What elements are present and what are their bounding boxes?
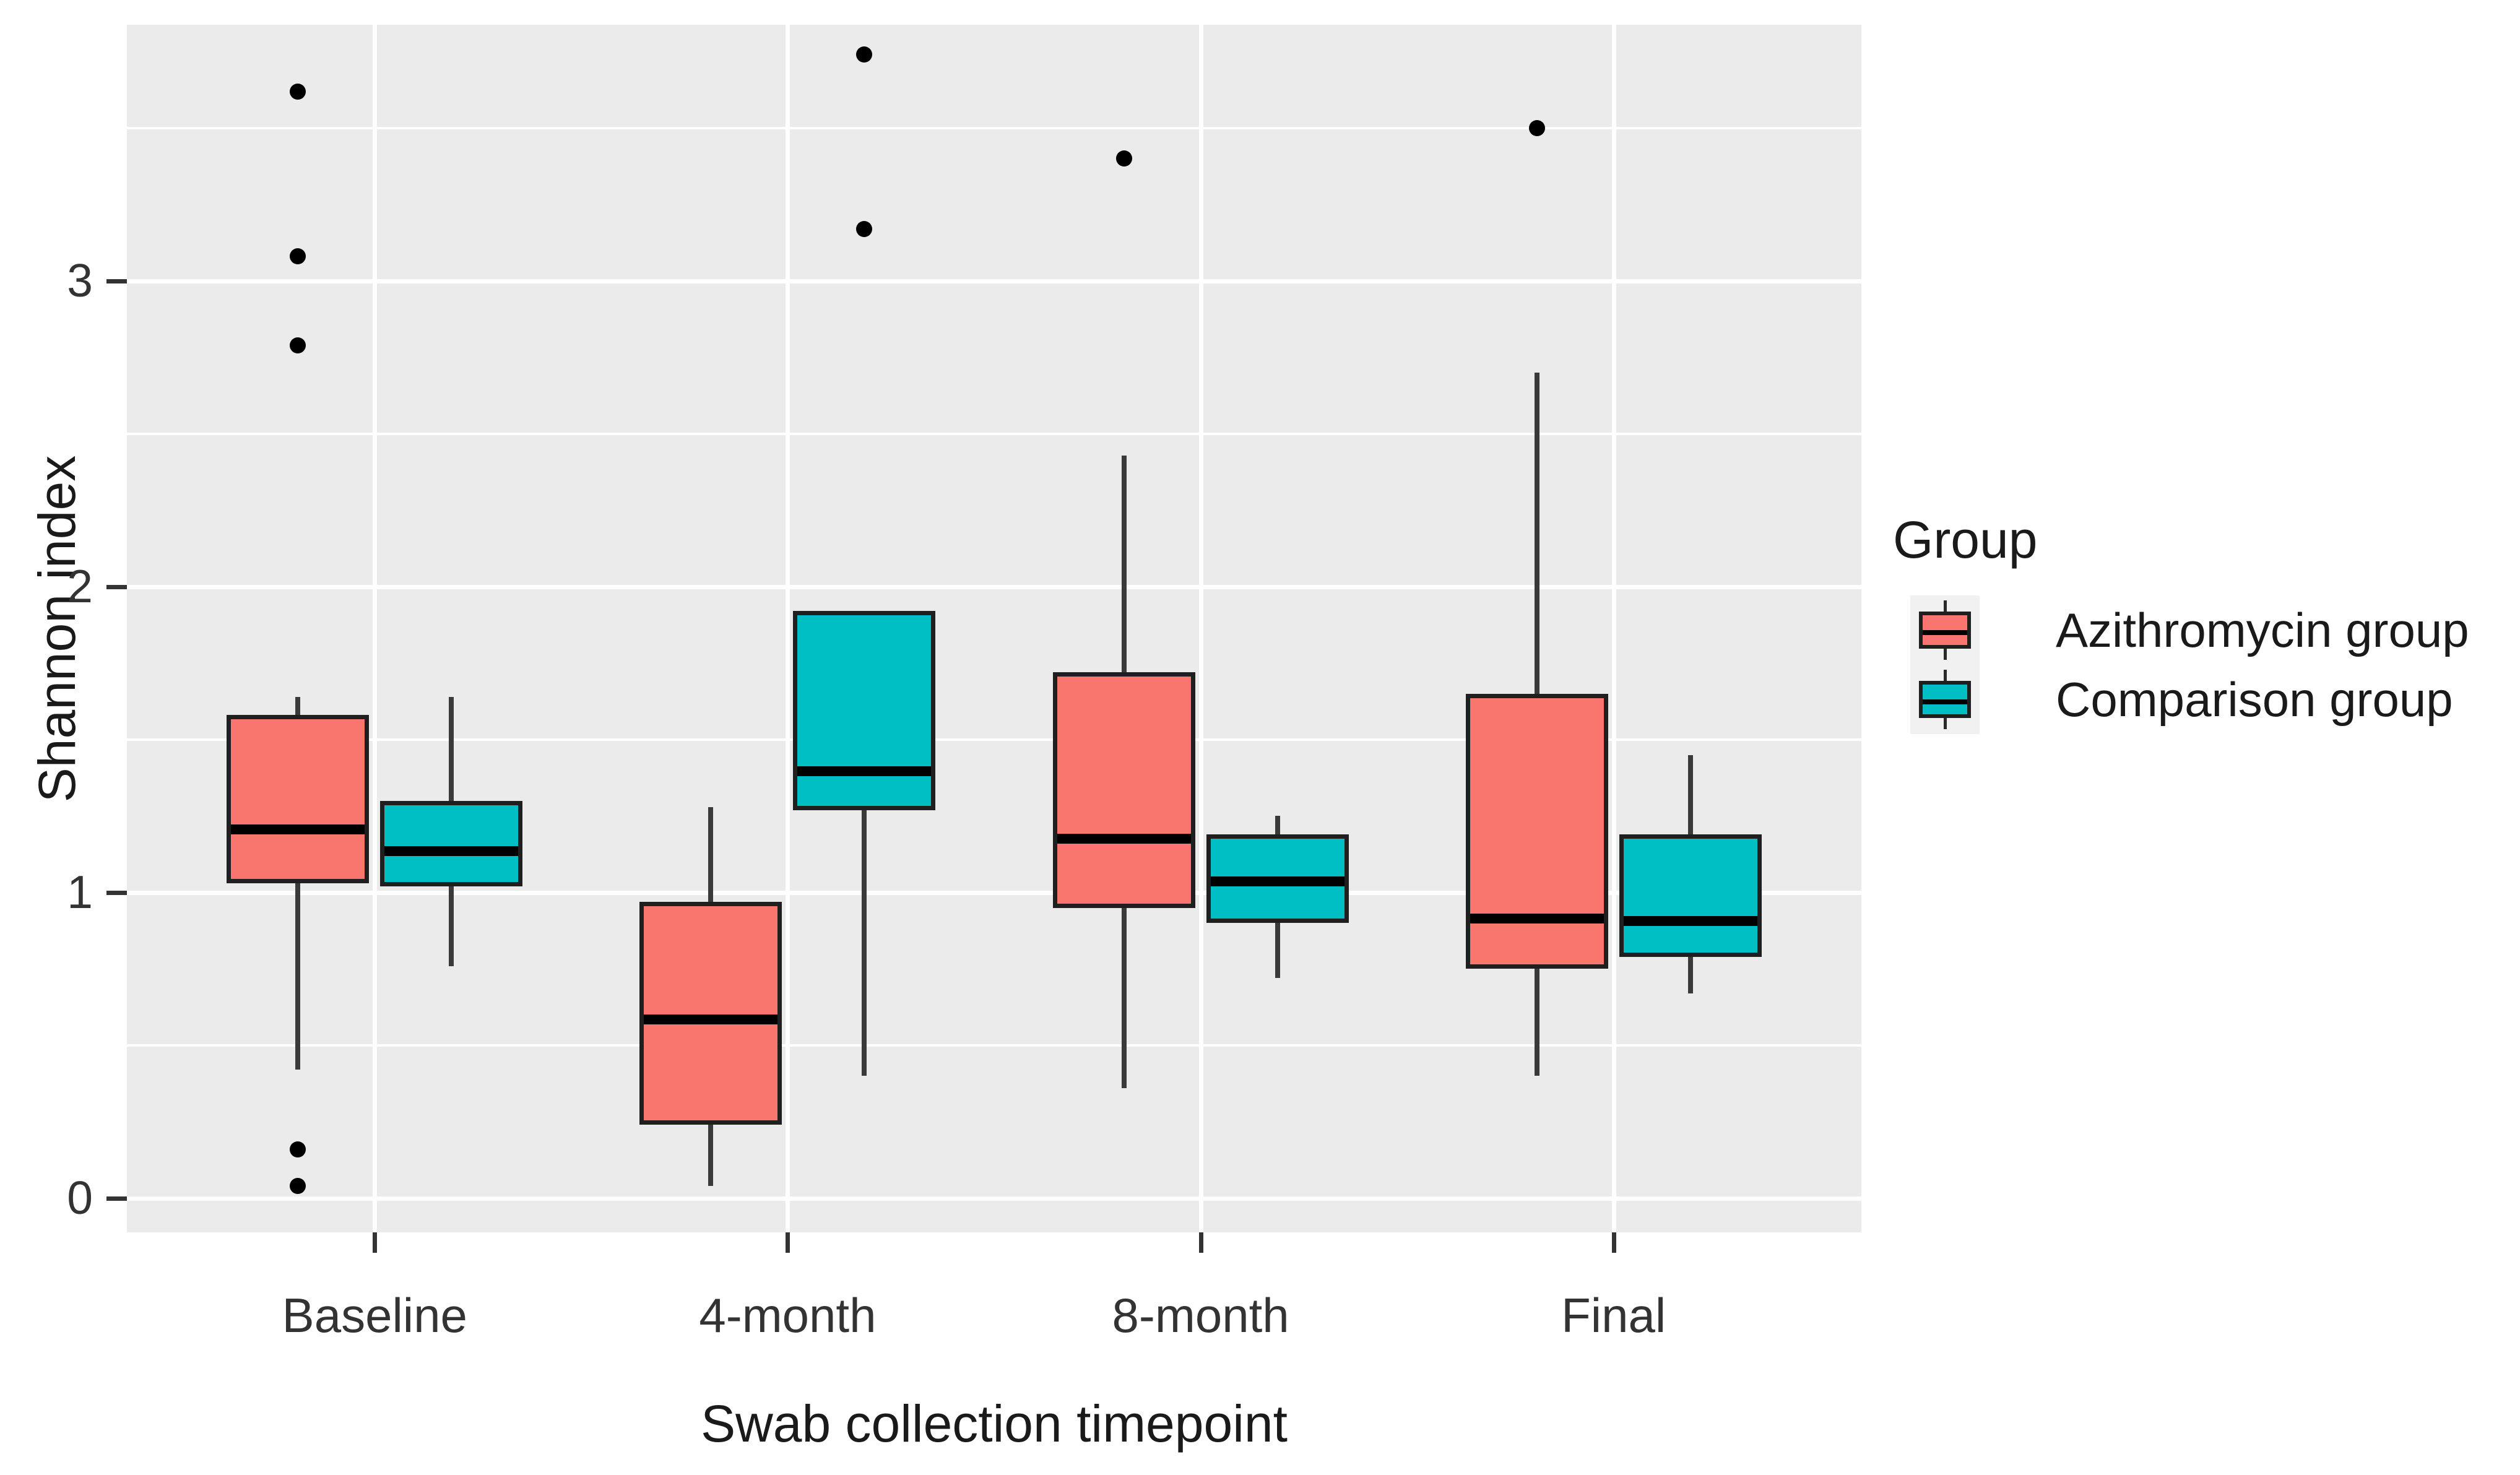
box-azithromycin-4-month: [639, 901, 782, 1125]
y-tick-label-3: 3: [67, 254, 93, 306]
outlier-azithromycin-baseline-3: [290, 1141, 306, 1157]
gridline-major-y-1: [127, 890, 1861, 895]
legend-title: Group: [1893, 511, 2038, 569]
x-axis-title: Swab collection timepoint: [701, 1395, 1288, 1453]
gridline-major-x-8-month: [1198, 25, 1203, 1232]
median-comparison-4-month: [797, 766, 932, 777]
legend: Group Azithromycin group Comparison grou…: [1893, 514, 2518, 805]
x-tick-label-4-month: 4-month: [699, 1288, 877, 1343]
box-comparison-4-month: [793, 611, 936, 810]
outlier-comparison-4-month-1: [856, 220, 873, 237]
x-tick-label-8-month: 8-month: [1112, 1288, 1289, 1343]
plot-panel: [127, 25, 1861, 1232]
box-comparison-8-month: [1206, 834, 1349, 923]
x-tick-Final: [1611, 1232, 1616, 1253]
legend-entry-comparison: Comparison group: [1910, 665, 2517, 734]
gridline-minor-y-3.5: [127, 126, 1861, 129]
y-tick-label-2: 2: [67, 560, 93, 612]
legend-label-azithromycin: Azithromycin group: [2056, 603, 2469, 657]
median-azithromycin-8-month: [1057, 834, 1191, 844]
x-tick-label-Final: Final: [1561, 1288, 1666, 1343]
boxplot-glyph-median: [1923, 699, 1967, 704]
median-azithromycin-4-month: [644, 1014, 778, 1024]
boxplot-glyph-icon: [1919, 681, 1971, 718]
whisker-comparison-4-month: [862, 611, 867, 1076]
y-tick-label-1: 1: [67, 865, 93, 918]
outlier-azithromycin-8-month-0: [1115, 150, 1132, 167]
gridline-major-y-2: [127, 584, 1861, 589]
outlier-azithromycin-baseline-4: [290, 1178, 306, 1195]
gridline-major-x-Baseline: [373, 25, 378, 1232]
gridline-major-x-4-month: [786, 25, 790, 1232]
outlier-comparison-4-month-0: [856, 46, 873, 63]
legend-key-comparison: [1910, 665, 1980, 734]
legend-key-azithromycin: [1910, 595, 1980, 665]
median-azithromycin-final: [1470, 913, 1604, 923]
legend-entry-azithromycin: Azithromycin group: [1910, 595, 2517, 665]
whisker-azithromycin-baseline: [295, 696, 301, 1070]
outlier-azithromycin-baseline-2: [290, 337, 306, 353]
boxplot-glyph-icon: [1919, 612, 1971, 649]
box-azithromycin-final: [1465, 693, 1608, 969]
x-tick-label-Baseline: Baseline: [282, 1288, 467, 1343]
gridline-major-x-Final: [1611, 25, 1616, 1232]
y-tick-1: [106, 890, 127, 895]
box-azithromycin-8-month: [1052, 672, 1195, 908]
x-tick-Baseline: [373, 1232, 378, 1253]
median-comparison-8-month: [1210, 876, 1344, 887]
gridline-minor-y-1.5: [127, 738, 1861, 741]
median-comparison-baseline: [384, 846, 519, 856]
outlier-azithromycin-baseline-1: [290, 248, 306, 265]
box-comparison-final: [1619, 834, 1762, 957]
boxplot-glyph-median: [1923, 630, 1967, 635]
box-azithromycin-baseline: [227, 715, 370, 884]
y-tick-label-0: 0: [67, 1171, 93, 1224]
gridline-minor-y-2.5: [127, 432, 1861, 435]
median-comparison-final: [1623, 916, 1757, 927]
legend-label-comparison: Comparison group: [2056, 672, 2453, 727]
gridline-minor-y-0.5: [127, 1044, 1861, 1047]
outlier-azithromycin-final-0: [1528, 119, 1545, 136]
box-comparison-baseline: [380, 800, 523, 887]
y-tick-2: [106, 584, 127, 589]
gridline-major-y-3: [127, 279, 1861, 283]
outlier-azithromycin-baseline-0: [290, 83, 306, 100]
gridline-major-y-0: [127, 1196, 1861, 1201]
y-tick-3: [106, 279, 127, 283]
x-tick-4-month: [786, 1232, 790, 1253]
median-azithromycin-baseline: [231, 824, 365, 835]
x-tick-8-month: [1198, 1232, 1203, 1253]
y-tick-0: [106, 1196, 127, 1201]
